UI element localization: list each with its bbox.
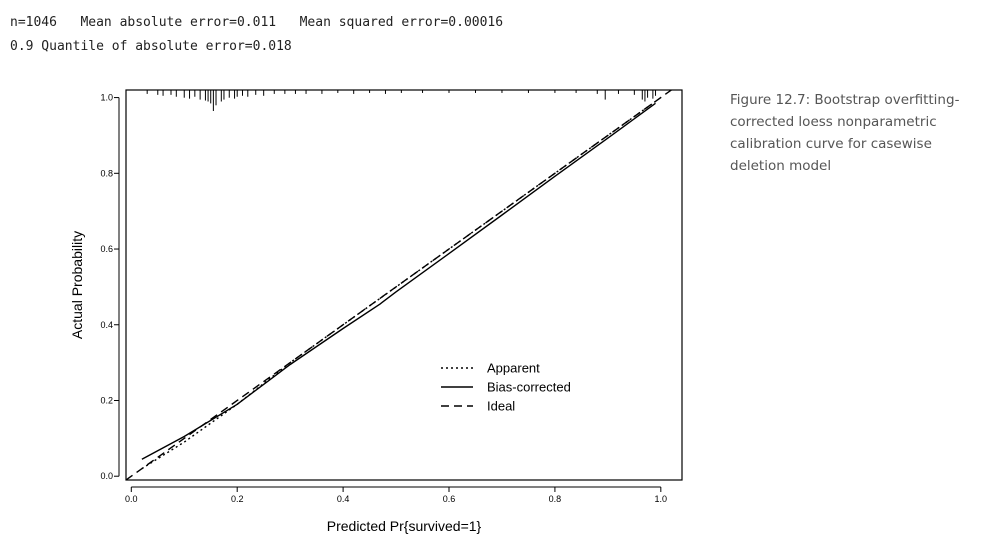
y-tick-label: 0.4 (100, 320, 113, 330)
series-line-ideal (126, 90, 673, 480)
y-tick-label: 0.2 (100, 395, 113, 405)
legend-label: Ideal (487, 399, 515, 414)
y-tick-label: 0.8 (100, 168, 113, 178)
x-tick-label: 0.0 (125, 494, 138, 504)
x-axis-label: Predicted Pr{survived=1} (327, 518, 482, 534)
y-axis-label: Actual Probability (69, 231, 85, 339)
x-tick-label: 0.2 (231, 494, 244, 504)
console-summary-line: n=1046 Mean absolute error=0.011 Mean sq… (10, 15, 504, 30)
legend: Apparent Bias-corrected Ideal (441, 361, 571, 414)
y-tick-label: 0.6 (100, 244, 113, 254)
y-tick-label: 0.0 (100, 471, 113, 481)
x-tick-label: 0.8 (549, 494, 562, 504)
figure-caption: Figure 12.7: Bootstrap overfitting-corre… (730, 92, 960, 174)
x-tick-label: 0.4 (337, 494, 350, 504)
series-layer (126, 90, 673, 480)
legend-label: Apparent (487, 361, 540, 376)
x-tick-label: 0.6 (443, 494, 456, 504)
legend-label: Bias-corrected (487, 380, 571, 395)
series-line-apparent (141, 100, 656, 470)
y-axis: 0.0 0.2 0.4 0.6 0.8 1.0 (100, 93, 120, 481)
series-line-bias-corrected (141, 102, 656, 460)
console-quantile-line: 0.9 Quantile of absolute error=0.018 (10, 39, 292, 54)
rug-layer (146, 90, 657, 111)
y-tick-label: 1.0 (100, 93, 113, 103)
x-tick-label: 1.0 (655, 494, 668, 504)
plot-frame (125, 89, 683, 481)
x-axis: 0.0 0.2 0.4 0.6 0.8 1.0 (125, 486, 668, 504)
